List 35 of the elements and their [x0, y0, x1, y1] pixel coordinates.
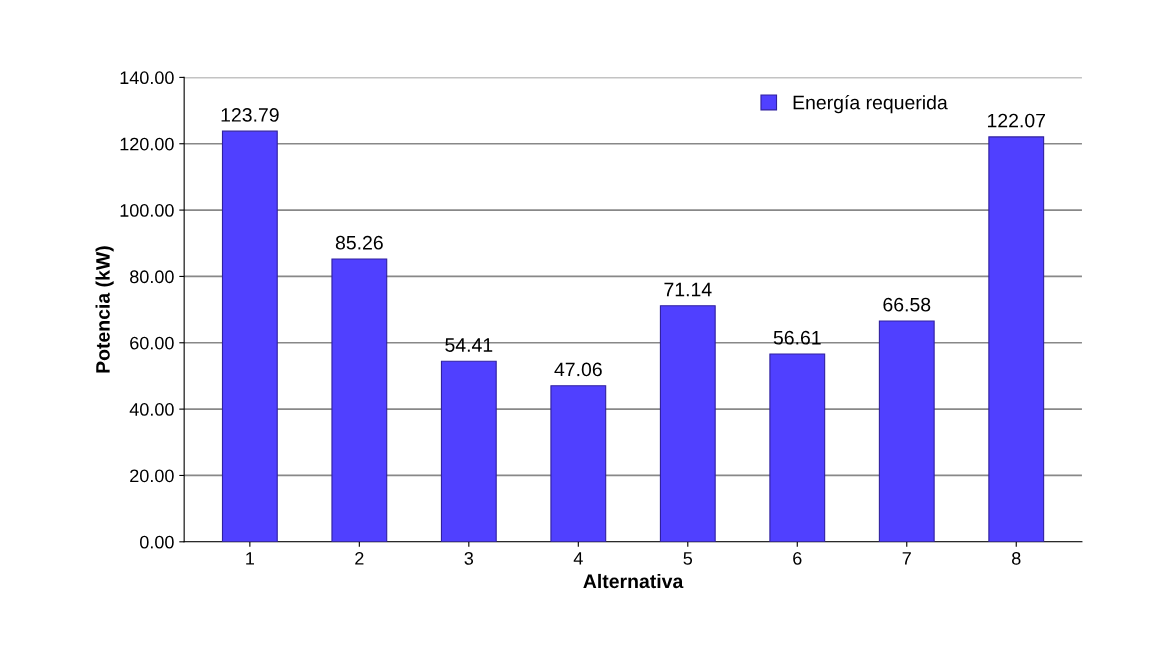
- y-tick-label: 140.00: [120, 71, 174, 85]
- legend-label: Energía requerida: [793, 94, 948, 114]
- bar: [988, 136, 1045, 542]
- x-tick-label: 7: [902, 552, 911, 565]
- data-label: 56.61: [773, 330, 821, 345]
- bar: [769, 353, 826, 542]
- y-tick-label: 120.00: [120, 137, 174, 151]
- data-label: 123.79: [221, 108, 279, 122]
- bar: [440, 360, 497, 542]
- data-label: 47.06: [554, 362, 602, 377]
- y-tick-label: 100.00: [120, 204, 174, 217]
- data-label: 71.14: [664, 282, 712, 297]
- x-tick-label: 8: [1012, 552, 1021, 565]
- x-tick-label: 4: [573, 552, 583, 565]
- x-tick-label: 2: [355, 552, 364, 565]
- y-tick-label: 20.00: [130, 469, 174, 483]
- data-label: 85.26: [335, 235, 383, 250]
- x-axis-title: Alternativa: [583, 573, 684, 589]
- bar: [550, 385, 607, 542]
- x-tick-label: 1: [246, 552, 254, 565]
- bar: [878, 320, 935, 542]
- bar: [659, 305, 716, 542]
- x-tick-label: 5: [683, 552, 693, 565]
- x-tick-label: 3: [464, 552, 474, 565]
- y-tick-label: 0.00: [140, 535, 174, 549]
- y-tick-label: 60.00: [130, 336, 174, 350]
- bar: [221, 130, 278, 542]
- x-tick-label: 6: [793, 552, 802, 565]
- y-tick-label: 80.00: [130, 270, 174, 284]
- y-tick-label: 40.00: [129, 403, 174, 416]
- data-label: 66.58: [883, 297, 931, 312]
- bar: [331, 258, 388, 542]
- data-label: 122.07: [988, 113, 1046, 128]
- y-axis-title: Potencia (kW): [95, 246, 114, 373]
- data-label: 54.41: [445, 338, 493, 352]
